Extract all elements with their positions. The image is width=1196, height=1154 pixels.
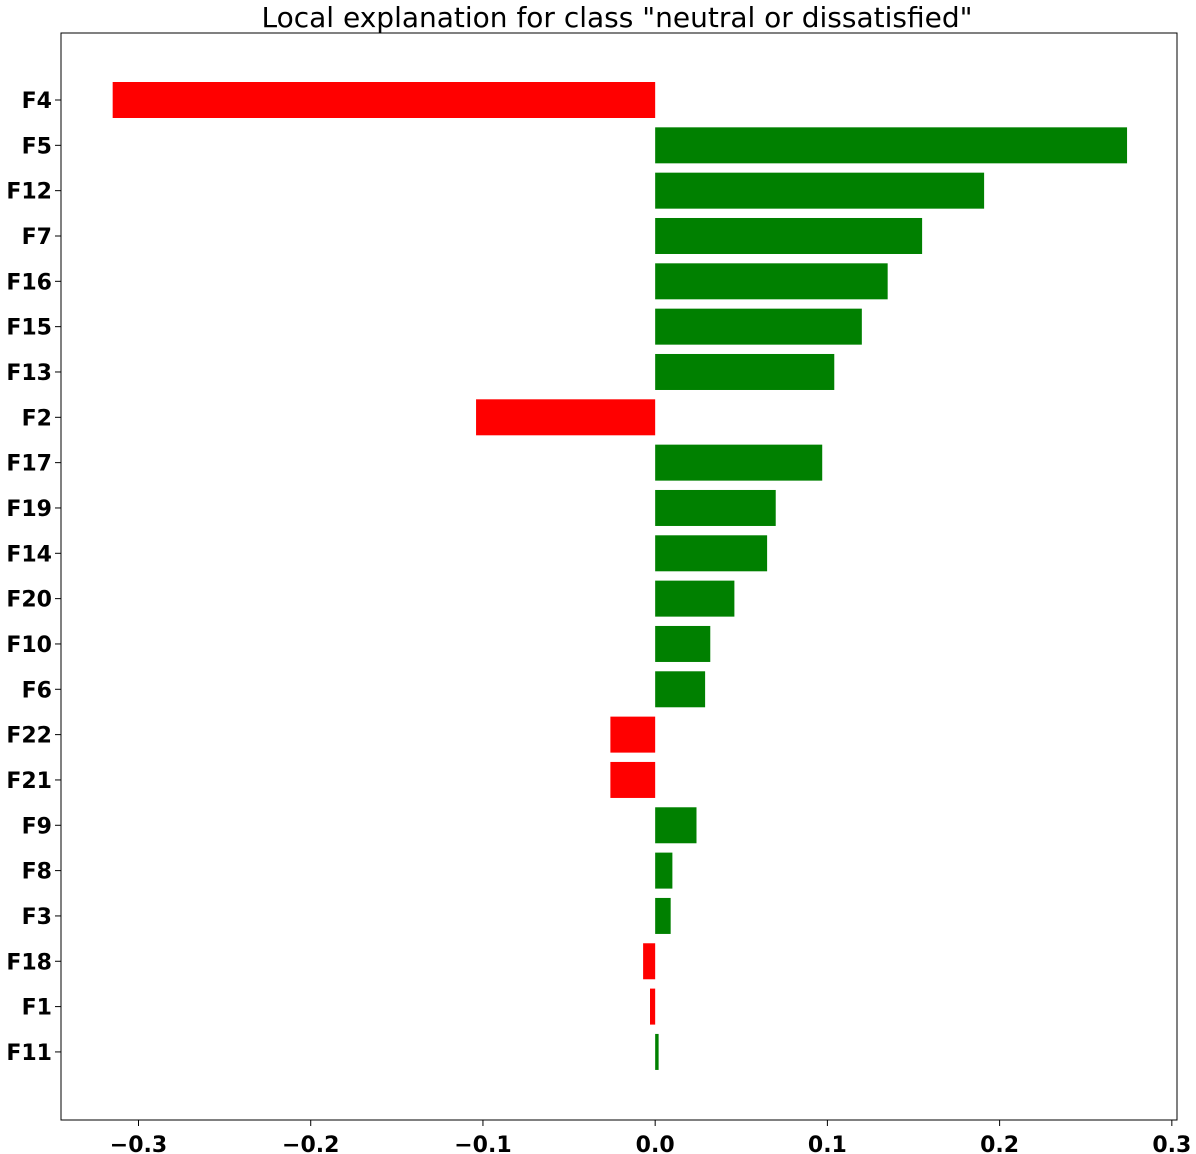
bar-f4 bbox=[112, 82, 656, 118]
bar-f10 bbox=[655, 625, 711, 662]
bar-f13 bbox=[655, 353, 835, 390]
y-tick-label: F3 bbox=[22, 905, 52, 930]
bar-f19 bbox=[655, 489, 776, 526]
bar-f5 bbox=[655, 127, 1128, 164]
y-tick-label: F4 bbox=[22, 89, 52, 114]
y-tick-label: F20 bbox=[6, 588, 52, 613]
bar-f1 bbox=[650, 988, 656, 1025]
x-tick-label: −0.1 bbox=[454, 1133, 511, 1154]
y-tick-label: F5 bbox=[22, 134, 52, 159]
y-tick-label: F6 bbox=[22, 678, 52, 703]
x-tick-label: −0.2 bbox=[282, 1133, 339, 1154]
bars-group bbox=[112, 82, 1128, 1070]
bar-f11 bbox=[655, 1033, 659, 1070]
y-axis-ticks: F4 F5 F12 F7 F16 F15 F13 F2 F17 F19 F14 F20 F10 F6 F22… bbox=[6, 89, 61, 1066]
y-tick-label: F12 bbox=[6, 180, 52, 205]
y-tick-label: F14 bbox=[6, 542, 52, 567]
x-tick-label: 0.1 bbox=[808, 1133, 847, 1154]
bar-f2 bbox=[476, 399, 656, 436]
bar-f18 bbox=[643, 943, 656, 980]
y-tick-label: F19 bbox=[6, 497, 52, 522]
bar-f7 bbox=[655, 217, 923, 254]
bar-f22 bbox=[610, 716, 656, 753]
y-tick-label: F11 bbox=[6, 1041, 52, 1066]
bar-f21 bbox=[610, 761, 656, 798]
y-tick-label: F15 bbox=[6, 316, 52, 341]
y-tick-label: F18 bbox=[6, 950, 52, 975]
x-axis-ticks: −0.3 −0.2 −0.1 0.0 0.1 0.2 0.3 bbox=[110, 1120, 1191, 1154]
bar-f12 bbox=[655, 172, 985, 209]
chart-title: Local explanation for class "neutral or … bbox=[262, 1, 973, 34]
bar-f16 bbox=[655, 263, 888, 300]
bar-f3 bbox=[655, 897, 671, 934]
bar-f20 bbox=[655, 580, 735, 617]
y-tick-label: F21 bbox=[6, 769, 52, 794]
y-tick-label: F2 bbox=[22, 406, 52, 431]
bar-f9 bbox=[655, 807, 697, 844]
y-tick-label: F8 bbox=[22, 860, 52, 885]
y-tick-label: F22 bbox=[6, 724, 52, 749]
y-tick-label: F9 bbox=[22, 814, 52, 839]
bar-f15 bbox=[655, 308, 862, 345]
bar-f6 bbox=[655, 671, 706, 708]
y-tick-label: F10 bbox=[6, 633, 52, 658]
bar-f17 bbox=[655, 444, 823, 481]
y-tick-label: F7 bbox=[22, 225, 52, 250]
bar-f14 bbox=[655, 535, 768, 572]
y-tick-label: F1 bbox=[22, 996, 52, 1021]
x-tick-label: 0.2 bbox=[980, 1133, 1019, 1154]
y-tick-label: F16 bbox=[6, 270, 52, 295]
bar-f8 bbox=[655, 852, 673, 889]
x-tick-label: 0.3 bbox=[1152, 1133, 1191, 1154]
y-tick-label: F13 bbox=[6, 361, 52, 386]
x-tick-label: −0.3 bbox=[110, 1133, 167, 1154]
x-tick-label: 0.0 bbox=[636, 1133, 675, 1154]
plot-frame bbox=[60, 32, 1178, 1121]
y-tick-label: F17 bbox=[6, 452, 52, 477]
